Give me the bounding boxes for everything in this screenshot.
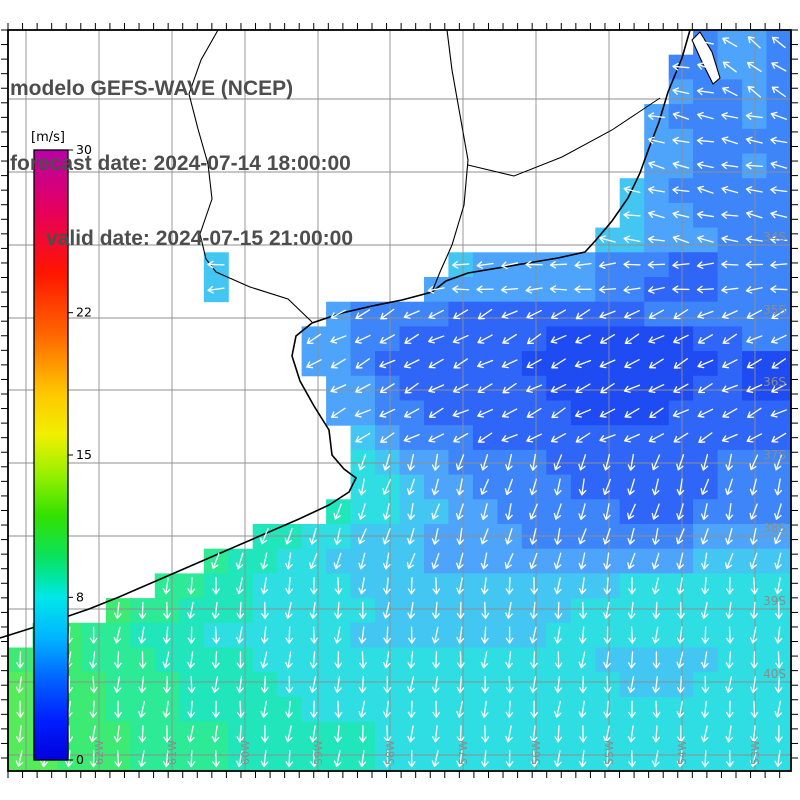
lat-label: 35S — [763, 303, 786, 317]
colorbar-gradient — [33, 149, 69, 761]
lat-label: 38S — [763, 521, 786, 535]
lon-label: 55W — [603, 740, 616, 765]
lat-label: 34S — [763, 230, 786, 244]
river-path — [431, 29, 469, 293]
lat-label: 39S — [763, 594, 786, 608]
colorbar-unit-label: [m/s] — [31, 130, 65, 145]
lon-label: 58W — [384, 740, 397, 765]
lon-label: 62W — [93, 740, 106, 765]
lon-label: 56W — [530, 740, 543, 765]
axis-labels: 34S 35S 36S 37S 38S 39S 40S 62W 61W 60W 59W 58W 57W 5… — [93, 230, 786, 765]
lat-label: 40S — [763, 667, 786, 681]
title-block: modelo GEFS-WAVE (NCEP) forecast date: 2… — [10, 26, 353, 301]
forecast-date: forecast date: 2024-07-14 18:00:00 — [10, 152, 351, 175]
lat-label: 37S — [763, 448, 786, 462]
wave-direction-arrows — [15, 36, 788, 768]
lon-label: 54W — [676, 740, 689, 765]
map-frame — [7, 29, 792, 772]
model-title: modelo GEFS-WAVE (NCEP) — [10, 77, 294, 100]
colorbar-tick-label: 0 — [76, 752, 84, 767]
lon-label: 57W — [457, 740, 470, 765]
lat-label: 36S — [763, 375, 786, 389]
lon-label: 53W — [749, 740, 762, 765]
colorbar-tick-label: 15 — [76, 447, 92, 462]
border-path — [467, 97, 661, 177]
coastline-layer — [0, 29, 721, 639]
map-frame-ticks — [1, 23, 798, 778]
colorbar-tick-label: 22 — [76, 305, 92, 320]
colorbar-tick-label: 8 — [76, 589, 84, 604]
graticule-lines — [8, 30, 791, 771]
lon-label: 59W — [312, 740, 325, 765]
lon-label: 60W — [239, 740, 252, 765]
lon-label: 61W — [166, 740, 179, 765]
colorbar-tick-label: 30 — [76, 142, 92, 157]
lagoon-shape — [691, 31, 721, 85]
river-path — [188, 29, 313, 323]
valid-date: valid date: 2024-07-15 21:00:00 — [46, 227, 354, 250]
colorbar: [m/s] 30 22 15 8 0 — [31, 130, 92, 767]
coastline-path — [0, 29, 691, 639]
